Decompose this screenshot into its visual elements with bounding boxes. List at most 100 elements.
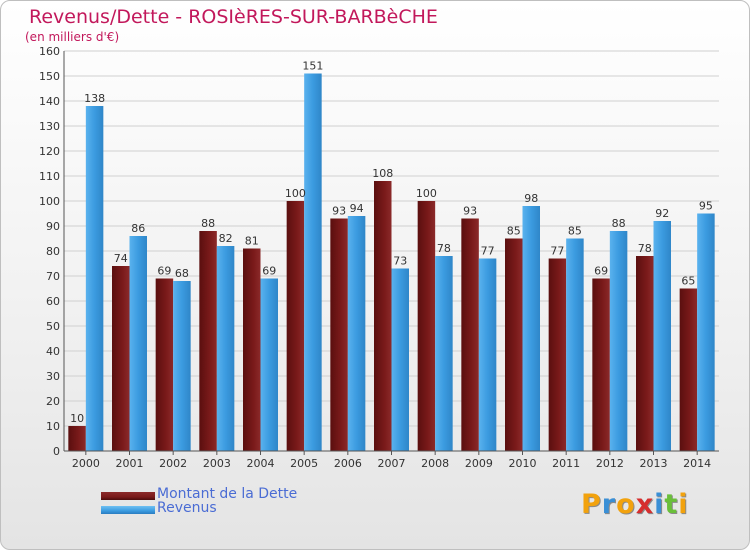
y-tick-label: 80 xyxy=(46,245,60,258)
y-tick-label: 130 xyxy=(39,120,60,133)
bar-revenue xyxy=(173,281,191,451)
x-tick-label: 2010 xyxy=(509,457,537,470)
x-tick-label: 2009 xyxy=(465,457,493,470)
data-label-revenue: 88 xyxy=(612,217,626,230)
x-tick-label: 2001 xyxy=(116,457,144,470)
y-tick-label: 90 xyxy=(46,220,60,233)
bar-debt xyxy=(286,201,305,451)
bar-debt xyxy=(243,248,261,451)
bar-revenue xyxy=(697,213,715,451)
y-tick-label: 120 xyxy=(39,145,60,158)
logo-letter: o xyxy=(616,489,636,520)
x-tick-label: 2011 xyxy=(552,457,580,470)
data-label-revenue: 69 xyxy=(262,265,276,278)
logo-letter: r xyxy=(601,489,617,520)
bar-revenue xyxy=(304,73,322,451)
bar-revenue xyxy=(478,258,497,451)
x-tick-label: 2000 xyxy=(72,457,100,470)
bar-revenue xyxy=(129,236,147,451)
data-label-revenue: 98 xyxy=(524,192,538,205)
data-label-revenue: 85 xyxy=(568,225,582,238)
y-tick-label: 20 xyxy=(46,395,60,408)
y-tick-label: 30 xyxy=(46,370,60,383)
data-label-revenue: 138 xyxy=(84,92,105,105)
y-tick-label: 70 xyxy=(46,270,60,283)
x-tick-label: 2002 xyxy=(159,457,187,470)
bar-revenue xyxy=(566,238,584,451)
x-tick-label: 2006 xyxy=(334,457,362,470)
data-label-debt: 93 xyxy=(332,205,346,218)
data-label-debt: 78 xyxy=(638,242,652,255)
logo-letter: i xyxy=(678,489,689,520)
data-label-debt: 100 xyxy=(416,187,437,200)
bar-revenue xyxy=(609,231,628,451)
bar-debt xyxy=(592,278,610,451)
bar-revenue xyxy=(522,206,540,451)
data-label-debt: 81 xyxy=(245,235,259,248)
data-label-debt: 93 xyxy=(463,205,477,218)
bar-debt xyxy=(112,266,130,451)
data-label-revenue: 77 xyxy=(481,245,495,258)
data-label-debt: 77 xyxy=(550,245,564,258)
x-tick-label: 2005 xyxy=(290,457,318,470)
bar-revenue xyxy=(216,246,235,451)
y-tick-label: 140 xyxy=(39,95,60,108)
data-label-revenue: 73 xyxy=(393,255,407,268)
data-label-revenue: 78 xyxy=(437,242,451,255)
data-label-revenue: 68 xyxy=(175,267,189,280)
bar-debt xyxy=(548,258,567,451)
bar-revenue xyxy=(260,278,278,451)
chart-title: Revenus/Dette - ROSIèRES-SUR-BARBèCHE xyxy=(29,6,438,28)
data-label-revenue: 151 xyxy=(302,60,323,73)
x-tick-label: 2014 xyxy=(683,457,711,470)
data-label-revenue: 86 xyxy=(131,222,145,235)
data-label-debt: 65 xyxy=(681,275,695,288)
bar-debt xyxy=(417,201,436,451)
data-label-revenue: 95 xyxy=(699,200,713,213)
y-tick-label: 150 xyxy=(39,70,60,83)
bar-debt xyxy=(505,238,523,451)
y-tick-label: 110 xyxy=(39,170,60,183)
logo-letter: i xyxy=(654,489,665,520)
data-label-revenue: 94 xyxy=(350,202,364,215)
logo-letter: x xyxy=(635,489,655,520)
bar-debt xyxy=(199,231,217,451)
data-label-debt: 69 xyxy=(157,265,171,278)
x-tick-label: 2013 xyxy=(640,457,668,470)
x-tick-label: 2008 xyxy=(421,457,449,470)
data-label-revenue: 92 xyxy=(655,207,669,220)
x-tick-label: 2004 xyxy=(247,457,275,470)
axes xyxy=(63,51,719,455)
bar-debt xyxy=(679,288,698,451)
y-tick-label: 40 xyxy=(46,345,60,358)
data-label-debt: 100 xyxy=(285,187,306,200)
bar-revenue xyxy=(391,268,409,451)
y-tick-label: 0 xyxy=(53,445,60,458)
x-tick-label: 2007 xyxy=(378,457,406,470)
bar-debt xyxy=(461,218,479,451)
data-label-debt: 10 xyxy=(70,412,84,425)
data-label-debt: 74 xyxy=(114,252,128,265)
y-tick-label: 10 xyxy=(46,420,60,433)
y-tick-label: 60 xyxy=(46,295,60,308)
data-label-debt: 108 xyxy=(372,167,393,180)
bar-debt xyxy=(68,426,86,451)
legend-swatch-revenue xyxy=(101,506,155,514)
data-label-debt: 69 xyxy=(594,265,608,278)
bars xyxy=(68,73,715,451)
bar-debt xyxy=(155,278,174,451)
y-tick-label: 100 xyxy=(39,195,60,208)
logo-letter: t xyxy=(664,489,679,520)
legend-swatch-debt xyxy=(101,492,155,500)
proxiti-logo: Proxiti xyxy=(581,489,689,520)
bar-debt xyxy=(330,218,348,451)
y-tick-label: 50 xyxy=(46,320,60,333)
labels: 0 10 20 30 40 50 60 70 80 90 100 110 120 130 140 150 160… xyxy=(39,45,713,470)
data-label-debt: 85 xyxy=(507,225,521,238)
bar-debt xyxy=(374,181,392,451)
x-tick-label: 2012 xyxy=(596,457,624,470)
bar-revenue xyxy=(85,106,104,451)
bar-revenue xyxy=(435,256,453,451)
